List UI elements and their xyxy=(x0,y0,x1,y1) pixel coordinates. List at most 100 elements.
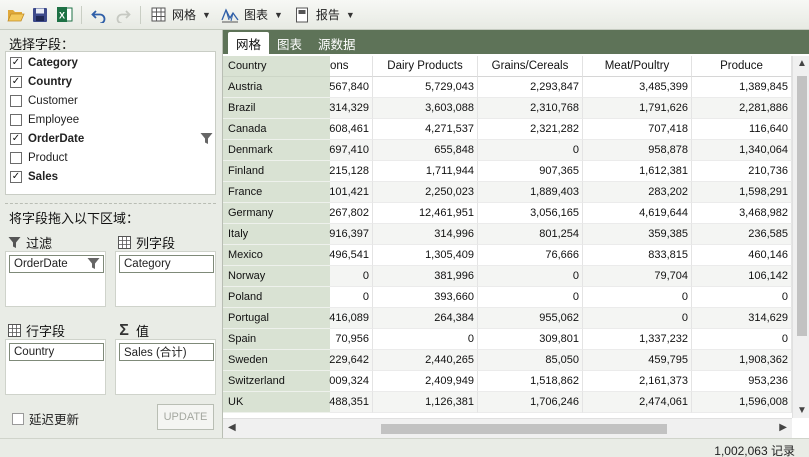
table-cell[interactable]: 0 xyxy=(692,329,792,350)
table-cell[interactable]: 3,485,399 xyxy=(583,77,692,98)
table-cell[interactable]: 229,642 xyxy=(329,350,373,371)
table-cell[interactable]: 4,619,644 xyxy=(583,203,692,224)
redo-button[interactable] xyxy=(111,4,135,26)
table-cell[interactable]: 215,128 xyxy=(329,161,373,182)
table-cell[interactable]: 1,389,845 xyxy=(692,77,792,98)
table-cell[interactable]: 655,848 xyxy=(373,140,478,161)
table-cell[interactable]: 833,815 xyxy=(583,245,692,266)
checkbox-checked[interactable]: ✓ xyxy=(10,132,22,145)
table-cell[interactable]: 488,351 xyxy=(329,392,373,413)
table-cell[interactable]: 314,996 xyxy=(373,224,478,245)
table-cell[interactable]: 1,126,381 xyxy=(373,392,478,413)
values-field-sales[interactable]: Sales (合计) xyxy=(119,343,214,361)
table-cell[interactable]: 1,889,403 xyxy=(478,182,583,203)
table-cell[interactable]: 3,056,165 xyxy=(478,203,583,224)
column-field-category[interactable]: Category xyxy=(119,255,214,273)
table-cell[interactable]: 907,365 xyxy=(478,161,583,182)
field-item-customer[interactable]: Customer xyxy=(6,91,215,110)
row-header[interactable]: UK xyxy=(223,392,330,413)
table-cell[interactable]: 567,840 xyxy=(329,77,373,98)
row-header[interactable]: Brazil xyxy=(223,98,330,119)
field-item-employee[interactable]: Employee xyxy=(6,110,215,129)
table-cell[interactable]: 0 xyxy=(330,266,373,287)
row-header[interactable]: Sweden xyxy=(223,350,330,371)
row-zone[interactable]: Country xyxy=(5,339,106,395)
table-cell[interactable]: 0 xyxy=(583,308,692,329)
vertical-scroll-thumb[interactable] xyxy=(797,76,807,336)
checkbox-checked[interactable]: ✓ xyxy=(10,56,22,69)
row-field-country[interactable]: Country xyxy=(9,343,104,361)
table-cell[interactable]: 2,440,265 xyxy=(373,350,478,371)
field-item-sales[interactable]: ✓ Sales xyxy=(10,170,59,183)
table-cell[interactable]: 608,461 xyxy=(329,119,373,140)
table-cell[interactable]: 3,603,088 xyxy=(373,98,478,119)
row-header[interactable]: Switzerland xyxy=(223,371,330,392)
table-cell[interactable]: 1,908,362 xyxy=(692,350,792,371)
checkbox-checked[interactable]: ✓ xyxy=(10,75,22,88)
table-cell[interactable]: 314,329 xyxy=(329,98,373,119)
table-cell[interactable]: 697,410 xyxy=(329,140,373,161)
column-header[interactable]: Dairy Products xyxy=(373,56,478,77)
row-header[interactable]: Italy xyxy=(223,224,330,245)
table-cell[interactable]: 2,250,023 xyxy=(373,182,478,203)
table-cell[interactable]: 496,541 xyxy=(329,245,373,266)
table-cell[interactable]: 958,878 xyxy=(583,140,692,161)
table-cell[interactable]: 416,089 xyxy=(329,308,373,329)
table-cell[interactable]: 2,293,847 xyxy=(478,77,583,98)
table-cell[interactable]: 79,704 xyxy=(583,266,692,287)
export-excel-button[interactable]: X xyxy=(52,4,76,26)
table-cell[interactable]: 1,711,944 xyxy=(373,161,478,182)
table-cell[interactable]: 0 xyxy=(478,287,583,308)
checkbox-unchecked[interactable] xyxy=(10,113,22,126)
table-cell[interactable]: 76,666 xyxy=(478,245,583,266)
pivot-grid[interactable]: Country ons Dairy Products Grains/Cereals Me… xyxy=(223,56,792,418)
tab-source-data[interactable]: 源数据 xyxy=(318,37,356,52)
table-cell[interactable]: 314,629 xyxy=(692,308,792,329)
table-cell[interactable]: 707,418 xyxy=(583,119,692,140)
table-cell[interactable]: 459,795 xyxy=(583,350,692,371)
table-cell[interactable]: 2,321,282 xyxy=(478,119,583,140)
table-cell[interactable]: 309,801 xyxy=(478,329,583,350)
table-cell[interactable]: 236,585 xyxy=(692,224,792,245)
open-button[interactable] xyxy=(4,4,28,26)
horizontal-scroll-thumb[interactable] xyxy=(381,424,667,434)
table-cell[interactable]: 2,281,886 xyxy=(692,98,792,119)
table-cell[interactable]: 1,596,008 xyxy=(692,392,792,413)
table-cell[interactable]: 210,736 xyxy=(692,161,792,182)
table-cell[interactable]: 3,468,982 xyxy=(692,203,792,224)
table-cell[interactable]: 0 xyxy=(478,140,583,161)
checkbox-unchecked[interactable] xyxy=(10,94,22,107)
column-header[interactable]: ons xyxy=(330,56,373,77)
table-cell[interactable]: 1,612,381 xyxy=(583,161,692,182)
table-cell[interactable]: 009,324 xyxy=(329,371,373,392)
save-button[interactable] xyxy=(28,4,52,26)
column-zone[interactable]: Category xyxy=(115,251,216,307)
table-cell[interactable]: 953,236 xyxy=(692,371,792,392)
checkbox-checked[interactable]: ✓ xyxy=(10,170,22,183)
table-cell[interactable]: 70,956 xyxy=(330,329,373,350)
tab-chart[interactable]: 图表 xyxy=(277,37,303,52)
table-cell[interactable]: 393,660 xyxy=(373,287,478,308)
field-item-orderdate[interactable]: ✓ OrderDate xyxy=(6,129,215,148)
table-cell[interactable]: 0 xyxy=(330,287,373,308)
table-cell[interactable]: 1,337,232 xyxy=(583,329,692,350)
undo-button[interactable] xyxy=(87,4,111,26)
filter-icon[interactable] xyxy=(200,132,213,148)
table-cell[interactable]: 916,397 xyxy=(329,224,373,245)
update-button[interactable]: UPDATE xyxy=(157,404,214,430)
row-header[interactable]: Germany xyxy=(223,203,330,224)
scroll-down-arrow[interactable]: ▼ xyxy=(797,405,807,416)
row-header[interactable]: Austria xyxy=(223,77,330,98)
filter-icon[interactable] xyxy=(87,257,100,273)
table-cell[interactable]: 460,146 xyxy=(692,245,792,266)
table-cell[interactable]: 4,271,537 xyxy=(373,119,478,140)
table-cell[interactable]: 1,706,246 xyxy=(478,392,583,413)
table-cell[interactable]: 5,729,043 xyxy=(373,77,478,98)
row-header[interactable]: Mexico xyxy=(223,245,330,266)
table-cell[interactable]: 2,161,373 xyxy=(583,371,692,392)
checkbox-unchecked[interactable] xyxy=(12,412,24,425)
table-cell[interactable]: 2,474,061 xyxy=(583,392,692,413)
report-button[interactable]: 报告 ▼ xyxy=(290,4,358,26)
table-cell[interactable]: 0 xyxy=(583,287,692,308)
scroll-right-arrow[interactable]: ▶ xyxy=(779,422,787,433)
